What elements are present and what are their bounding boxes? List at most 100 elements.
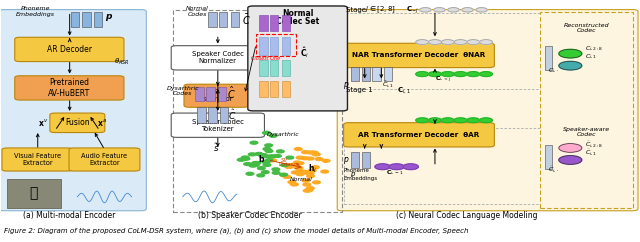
Bar <box>282 37 290 55</box>
Circle shape <box>416 118 429 123</box>
Circle shape <box>294 161 301 164</box>
Circle shape <box>559 144 582 152</box>
Circle shape <box>305 188 313 191</box>
Circle shape <box>303 189 311 192</box>
Text: (b) Speaker Codec Encoder: (b) Speaker Codec Encoder <box>198 211 301 220</box>
Circle shape <box>375 164 390 170</box>
Text: $\theta_{ASR}$: $\theta_{ASR}$ <box>114 57 130 67</box>
Circle shape <box>454 72 467 76</box>
Circle shape <box>479 40 492 45</box>
Bar <box>94 12 102 27</box>
Circle shape <box>307 151 314 154</box>
Circle shape <box>250 141 258 144</box>
Text: Codec: Codec <box>577 28 596 33</box>
Text: (a) Multi-modal Encoder: (a) Multi-modal Encoder <box>24 211 116 220</box>
Bar <box>195 87 204 100</box>
Bar <box>282 81 290 97</box>
Bar <box>219 12 227 27</box>
FancyBboxPatch shape <box>50 113 105 133</box>
Circle shape <box>255 152 263 155</box>
Circle shape <box>302 179 310 182</box>
Bar <box>83 12 91 27</box>
Circle shape <box>312 153 320 156</box>
Text: Stage: Stage <box>346 7 368 13</box>
Circle shape <box>303 171 311 174</box>
Text: Dysarthric
Codes: Dysarthric Codes <box>166 85 199 96</box>
Text: p: p <box>342 80 348 89</box>
Bar <box>197 106 205 123</box>
FancyBboxPatch shape <box>540 12 633 208</box>
Circle shape <box>429 72 442 76</box>
Text: Normal: Normal <box>282 9 314 18</box>
FancyBboxPatch shape <box>172 46 264 70</box>
Circle shape <box>276 150 284 153</box>
Circle shape <box>273 154 281 157</box>
Text: Distance: Distance <box>280 162 301 167</box>
Circle shape <box>299 170 307 173</box>
Bar <box>259 15 268 31</box>
Circle shape <box>442 40 454 45</box>
Text: SV: SV <box>281 158 289 163</box>
Circle shape <box>272 168 280 171</box>
Circle shape <box>389 164 404 170</box>
Circle shape <box>467 72 479 76</box>
Text: $\hat{C}$: $\hat{C}$ <box>227 85 236 101</box>
Text: $\mathbf{b}$: $\mathbf{b}$ <box>258 153 265 164</box>
Circle shape <box>442 72 454 76</box>
Bar <box>270 60 278 76</box>
Circle shape <box>467 40 479 45</box>
Circle shape <box>241 156 249 159</box>
Circle shape <box>467 118 479 123</box>
Text: Stage 1: Stage 1 <box>346 87 372 93</box>
Text: $C_{i,1}$: $C_{i,1}$ <box>585 53 597 61</box>
Circle shape <box>287 164 295 166</box>
Circle shape <box>262 161 269 164</box>
Text: $C_{i,\cdot}$: $C_{i,\cdot}$ <box>548 66 559 75</box>
Text: Speaker Codec
Tokenizer: Speaker Codec Tokenizer <box>192 119 244 132</box>
Circle shape <box>305 189 312 192</box>
Circle shape <box>289 164 297 167</box>
Bar <box>270 15 278 31</box>
Circle shape <box>559 156 582 164</box>
Bar <box>282 15 290 31</box>
Text: Closest One: Closest One <box>251 56 280 61</box>
FancyBboxPatch shape <box>69 148 140 171</box>
Circle shape <box>246 172 253 175</box>
Circle shape <box>262 131 270 134</box>
Circle shape <box>269 159 276 162</box>
Circle shape <box>266 155 273 158</box>
Circle shape <box>454 118 467 123</box>
Text: $\tilde{C}_{i,\cdot}$: $\tilde{C}_{i,\cdot}$ <box>548 165 559 174</box>
Circle shape <box>291 183 298 186</box>
Text: $\bar{C}_{i,1}$: $\bar{C}_{i,1}$ <box>382 80 394 89</box>
Bar <box>208 106 216 123</box>
Circle shape <box>316 158 323 160</box>
Text: NAR Transformer Decoder  θNAR: NAR Transformer Decoder θNAR <box>353 53 486 58</box>
Text: Codec Set: Codec Set <box>276 17 319 26</box>
Bar <box>372 67 381 81</box>
Circle shape <box>429 118 442 123</box>
Circle shape <box>307 157 314 160</box>
Circle shape <box>312 166 319 169</box>
Circle shape <box>307 175 314 178</box>
Circle shape <box>259 155 267 158</box>
Circle shape <box>265 144 273 147</box>
Bar <box>270 37 278 55</box>
Circle shape <box>307 172 314 175</box>
Circle shape <box>429 40 442 45</box>
Circle shape <box>559 61 582 70</box>
Circle shape <box>479 118 492 123</box>
Text: Pretrained
AV-HuBERT: Pretrained AV-HuBERT <box>48 78 90 98</box>
Text: Normal
Codes: Normal Codes <box>186 6 209 17</box>
Bar <box>351 152 359 168</box>
Text: Codec: Codec <box>577 132 596 137</box>
Text: $\bar{C}$: $\bar{C}$ <box>242 13 251 27</box>
Circle shape <box>257 167 265 170</box>
Circle shape <box>265 150 273 152</box>
Circle shape <box>296 156 304 159</box>
Text: AR Transformer Decoder  θAR: AR Transformer Decoder θAR <box>358 132 479 138</box>
Text: Speaker Codec
Normalizer: Speaker Codec Normalizer <box>192 51 244 64</box>
Text: $\mathbf{C}_{i,1}$: $\mathbf{C}_{i,1}$ <box>397 85 410 95</box>
Circle shape <box>559 49 582 58</box>
Circle shape <box>237 158 245 161</box>
